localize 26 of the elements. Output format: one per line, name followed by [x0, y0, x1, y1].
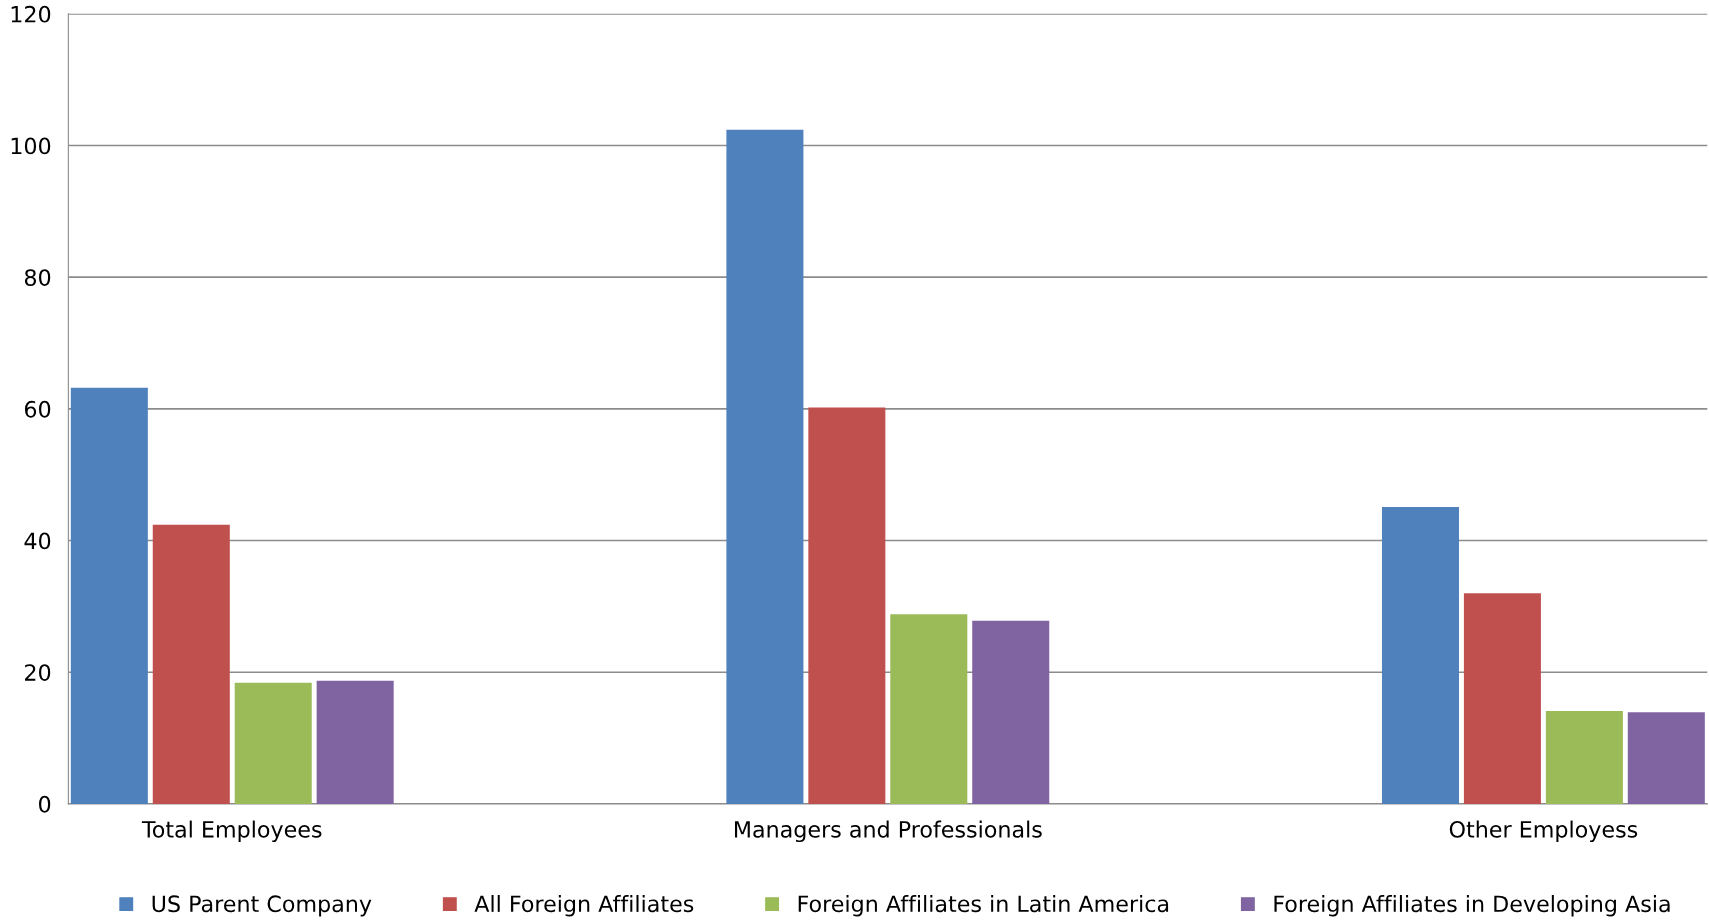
- bar: [808, 407, 886, 804]
- bar: [152, 524, 230, 804]
- x-tick-label: Total Employees: [141, 820, 322, 843]
- legend-label: Foreign Affiliates in Latin America: [798, 894, 1169, 917]
- bar: [972, 620, 1050, 804]
- bar: [70, 387, 148, 804]
- bar: [316, 680, 394, 804]
- y-tick-label: 0: [39, 795, 51, 813]
- legend-label: Foreign Affiliates in Developing Asia: [1274, 894, 1670, 917]
- legend-label: US Parent Company: [152, 895, 372, 917]
- bar: [234, 682, 312, 804]
- bar: [1463, 593, 1541, 804]
- bar: [890, 614, 968, 804]
- y-tick-label: 40: [24, 532, 51, 550]
- y-tick-label: 60: [24, 400, 51, 418]
- bar: [1545, 711, 1623, 804]
- bar: [726, 129, 804, 804]
- x-tick-label: Managers and Professionals: [734, 820, 1042, 843]
- legend-label: All Foreign Affiliates: [474, 894, 694, 917]
- bar: [1381, 506, 1459, 804]
- x-tick-label: Other Employess: [1449, 820, 1638, 843]
- y-tick-label: 120: [11, 5, 51, 23]
- bar: [1627, 712, 1705, 804]
- y-tick-label: 100: [11, 137, 51, 155]
- y-tick-label: 80: [24, 269, 51, 286]
- y-tick-label: 20: [25, 664, 51, 681]
